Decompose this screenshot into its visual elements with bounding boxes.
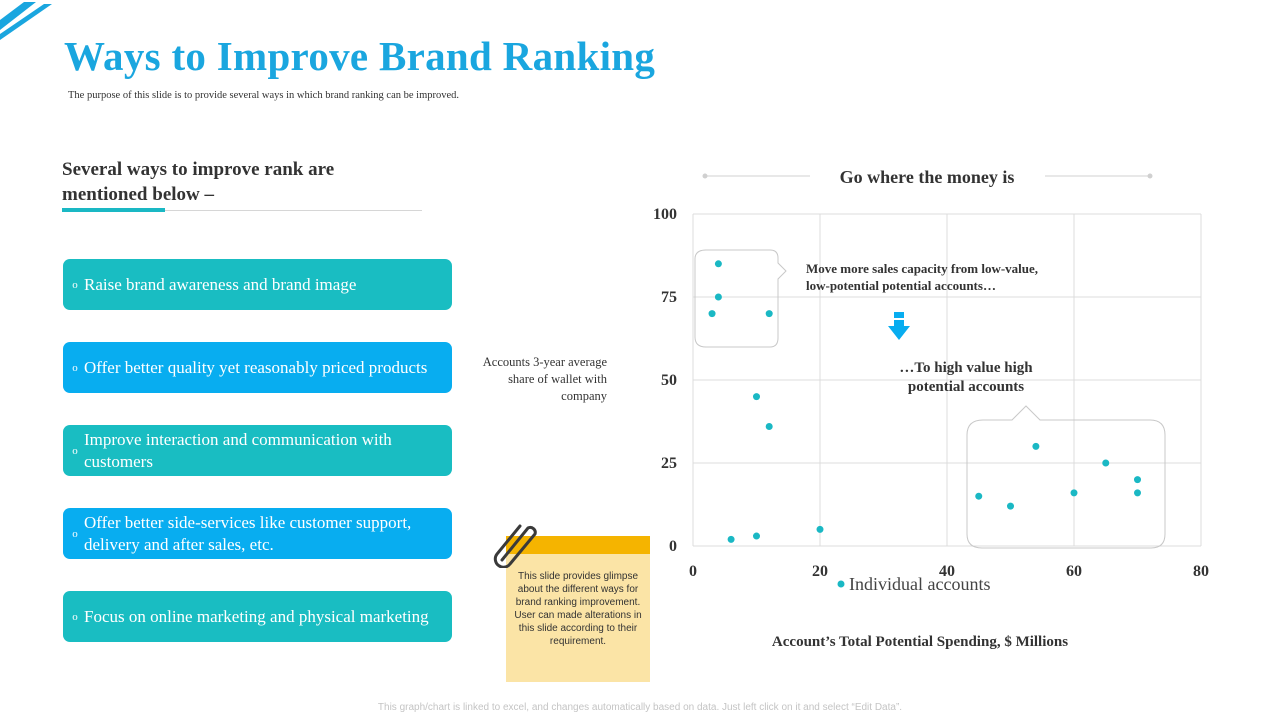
list-item-better-quality: o Offer better quality yet reasonably pr…	[63, 342, 452, 393]
data-point	[753, 393, 760, 401]
list-item-text: Offer better side-services like customer…	[84, 512, 412, 554]
data-point	[727, 535, 735, 543]
y-tick-label: 25	[661, 455, 677, 472]
data-point	[1134, 476, 1141, 484]
annotation-line-4: potential accounts	[908, 379, 1024, 395]
data-point	[816, 525, 824, 533]
legend-marker	[837, 580, 845, 588]
list-item-side-services: o Offer better side-services like custom…	[63, 508, 452, 559]
data-point	[765, 422, 773, 430]
data-point	[714, 293, 722, 301]
list-item-text: Focus on online marketing and physical m…	[84, 606, 429, 626]
annotation-line-1: Move more sales capacity from low-value,	[806, 261, 1038, 276]
chart-legend: Individual accounts	[837, 574, 990, 594]
list-item-text: Offer better quality yet reasonably pric…	[84, 357, 428, 377]
x-tick-label: 40	[939, 563, 955, 580]
scatter-chart: Go where the money is 0 25 50 75 100 0 20 40 60…	[653, 167, 1209, 650]
data-point	[708, 310, 716, 318]
data-point	[1070, 489, 1078, 497]
bullet-icon: o	[72, 278, 78, 291]
group-callout-right	[966, 405, 1166, 549]
x-tick-label: 20	[812, 563, 828, 580]
list-heading: Several ways to improve rank are mention…	[62, 159, 335, 205]
heading-accent-bar	[62, 208, 165, 212]
y-tick-label: 50	[661, 372, 677, 389]
note-text: This slide provides glimpse about the di…	[514, 571, 642, 647]
list-item-marketing: o Focus on online marketing and physical…	[63, 591, 452, 642]
legend-label: Individual accounts	[849, 574, 990, 594]
annotation-line-3: …To high value high	[899, 360, 1033, 376]
data-point	[1134, 489, 1141, 497]
chart-title-decoration	[702, 173, 1153, 179]
data-point	[975, 492, 983, 500]
heading-divider	[62, 210, 422, 211]
page-title: Ways to Improve Brand Ranking	[64, 33, 656, 79]
y-tick-labels: 0 25 50 75 100	[653, 206, 677, 555]
down-arrow-icon	[888, 312, 910, 340]
y-tick-label: 100	[653, 206, 677, 223]
paperclip-icon	[493, 524, 537, 568]
chart-x-axis-label: Account’s Total Potential Spending, $ Mi…	[772, 634, 1068, 650]
x-tick-label: 60	[1066, 563, 1082, 580]
bullet-icon: o	[72, 610, 78, 623]
series-individual-accounts	[708, 260, 1141, 543]
note-tape	[506, 536, 650, 554]
data-point	[714, 260, 722, 268]
data-point	[1032, 442, 1040, 450]
x-tick-labels: 0 20 40 60 80	[689, 563, 1209, 580]
x-tick-label: 80	[1193, 563, 1209, 580]
list-item-text: Improve interaction and communication wi…	[84, 429, 392, 471]
y-tick-label: 0	[669, 538, 677, 555]
data-point	[1102, 459, 1110, 467]
data-point	[753, 532, 760, 540]
bullet-icon: o	[72, 444, 78, 457]
chart-y-axis-label: Accounts 3-year average share of wallet …	[482, 355, 607, 403]
bullet-icon: o	[72, 361, 78, 374]
list-item-brand-awareness: o Raise brand awareness and brand image	[63, 259, 452, 310]
chart-title: Go where the money is	[840, 167, 1015, 187]
bullet-icon: o	[72, 527, 78, 540]
list-item-text: Raise brand awareness and brand image	[84, 274, 357, 294]
sticky-note: This slide provides glimpse about the di…	[506, 536, 650, 686]
data-point	[765, 310, 773, 318]
list-item-interaction: o Improve interaction and communication …	[63, 425, 452, 476]
footer-note: This graph/chart is linked to excel, and…	[377, 702, 903, 713]
corner-stripes-decoration	[0, 2, 52, 40]
annotation-line-2: low-potential potential accounts…	[806, 278, 996, 293]
x-tick-label: 0	[689, 563, 697, 580]
group-callout-left	[694, 249, 787, 348]
page-subtitle: The purpose of this slide is to provide …	[68, 90, 460, 101]
y-tick-label: 75	[661, 289, 677, 306]
note-body	[506, 554, 650, 682]
data-point	[1007, 502, 1014, 510]
